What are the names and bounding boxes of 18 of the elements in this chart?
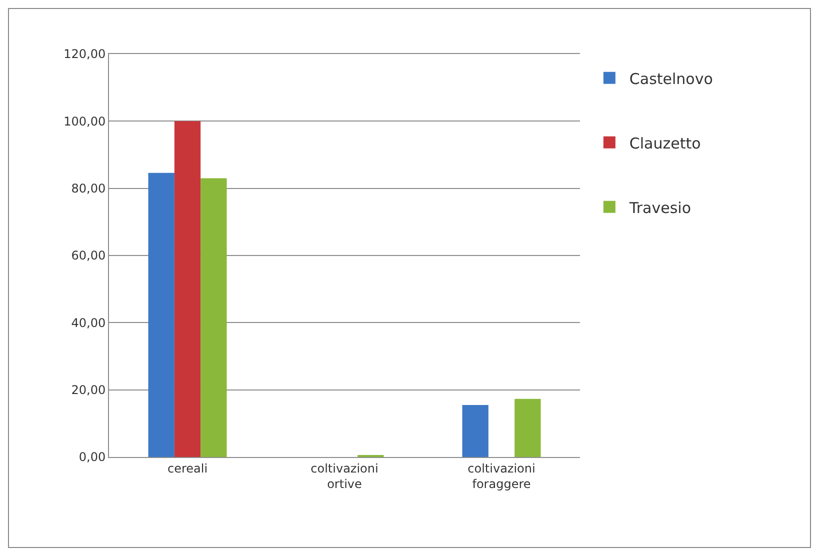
y-tick-label: 40,00: [71, 316, 106, 330]
legend-label: Travesio: [628, 198, 692, 217]
x-tick-label: cereali: [167, 461, 208, 476]
y-tick-label: 120,00: [64, 47, 106, 62]
x-tick-label: coltivazioni foraggere: [468, 461, 536, 491]
y-tick-label: 80,00: [71, 182, 106, 196]
legend-label: Castelnovo: [629, 70, 713, 88]
legend-label: Clauzetto: [629, 134, 701, 152]
x-tick-label: coltivazioni ortive: [310, 461, 378, 491]
bar: [174, 121, 201, 457]
y-tick-label: 60,00: [71, 248, 106, 263]
bar: [200, 178, 227, 457]
bar: [462, 404, 488, 457]
y-tick-label: 100,00: [64, 114, 106, 128]
bar: [148, 172, 174, 457]
y-tick-label: 20,00: [71, 383, 106, 398]
bar: [514, 398, 541, 457]
y-tick-label: 0,00: [78, 450, 106, 464]
